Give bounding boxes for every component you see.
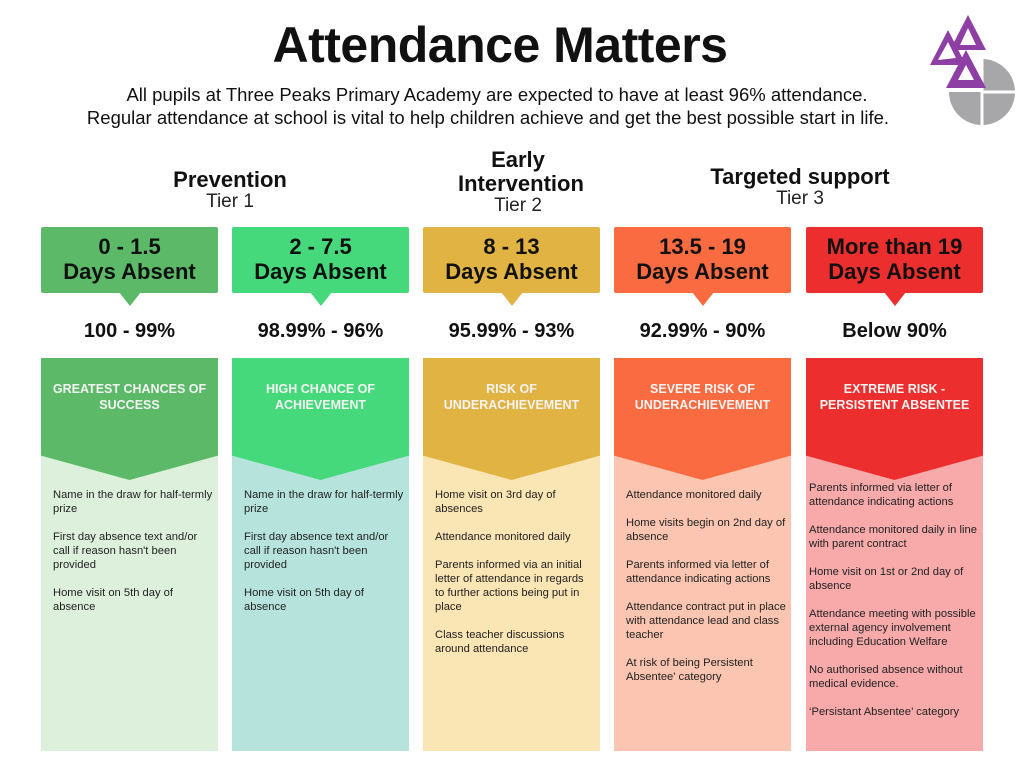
risk-banner: EXTREME RISK - PERSISTENT ABSENTEE bbox=[806, 358, 983, 480]
tier-2-heading: Early Intervention Tier 2 bbox=[438, 147, 598, 217]
days-absent-box: 0 - 1.5 Days Absent bbox=[41, 227, 218, 293]
days-range: More than 19 bbox=[826, 234, 963, 259]
intro-line-2: Regular attendance at school is vital to… bbox=[86, 107, 890, 128]
action-list: Parents informed via letter of attendanc… bbox=[809, 481, 979, 733]
action-item: Name in the draw for half-termly prize bbox=[53, 489, 213, 515]
attendance-percent: 95.99% - 93% bbox=[448, 320, 575, 342]
days-range: 0 - 1.5 bbox=[98, 234, 161, 259]
action-item: First day absence text and/or call if re… bbox=[53, 531, 198, 571]
attendance-percent: Below 90% bbox=[842, 320, 947, 342]
intro-line-1: All pupils at Three Peaks Primary Academ… bbox=[126, 84, 868, 105]
action-item: Parents informed via letter of attendanc… bbox=[809, 482, 954, 508]
risk-label: HIGH CHANCE OF ACHIEVEMENT bbox=[265, 382, 376, 412]
attendance-band-1: 0 - 1.5 Days Absent 100 - 99% GREATEST C… bbox=[41, 227, 218, 751]
days-unit: Days Absent bbox=[828, 259, 961, 284]
tier-name: Prevention bbox=[173, 167, 287, 192]
tier-name: Targeted support bbox=[710, 164, 890, 189]
pointer-arrow-icon bbox=[310, 292, 332, 306]
action-item: No authorised absence without medical ev… bbox=[809, 664, 963, 690]
action-item: Attendance monitored daily bbox=[626, 489, 762, 501]
action-item: Home visit on 3rd day of absences bbox=[435, 489, 556, 515]
risk-label: RISK OF UNDERACHIEVEMENT bbox=[443, 382, 580, 412]
action-list: Home visit on 3rd day of absences Attenda… bbox=[435, 488, 596, 670]
attendance-band-2: 2 - 7.5 Days Absent 98.99% - 96% HIGH CH… bbox=[232, 227, 409, 751]
attendance-band-5: More than 19 Days Absent Below 90% EXTRE… bbox=[806, 227, 983, 751]
pointer-arrow-icon bbox=[884, 292, 906, 306]
tier-3-heading: Targeted support Tier 3 bbox=[690, 164, 910, 210]
actions-panel: EXTREME RISK - PERSISTENT ABSENTEE Paren… bbox=[806, 358, 983, 751]
risk-label: GREATEST CHANCES OF SUCCESS bbox=[52, 382, 207, 412]
days-absent-box: 13.5 - 19 Days Absent bbox=[614, 227, 791, 293]
attendance-percent: 98.99% - 96% bbox=[257, 320, 384, 342]
action-item: Home visit on 1st or 2nd day of absence bbox=[809, 566, 964, 592]
action-item: Parents informed via an initial letter o… bbox=[435, 559, 584, 613]
attendance-band-3: 8 - 13 Days Absent 95.99% - 93% RISK OF … bbox=[423, 227, 600, 751]
action-item: Home visit on 5th day of absence bbox=[53, 587, 174, 613]
action-item: Name in the draw for half-termly prize bbox=[244, 489, 404, 515]
days-unit: Days Absent bbox=[636, 259, 769, 284]
tier-name: Early Intervention bbox=[458, 147, 584, 197]
attendance-percent: 100 - 99% bbox=[83, 320, 176, 342]
school-logo-icon bbox=[930, 15, 1015, 125]
risk-banner: GREATEST CHANCES OF SUCCESS bbox=[41, 358, 218, 480]
days-range: 13.5 - 19 bbox=[659, 234, 746, 259]
pointer-arrow-icon bbox=[501, 292, 523, 306]
actions-panel: HIGH CHANCE OF ACHIEVEMENT Name in the d… bbox=[232, 358, 409, 751]
action-item: Home visits begin on 2nd day of absence bbox=[626, 517, 786, 543]
action-item: At risk of being Persistent Absentee' ca… bbox=[626, 657, 753, 683]
risk-banner: HIGH CHANCE OF ACHIEVEMENT bbox=[232, 358, 409, 480]
days-absent-box: 2 - 7.5 Days Absent bbox=[232, 227, 409, 293]
days-unit: Days Absent bbox=[445, 259, 578, 284]
actions-panel: SEVERE RISK OF UNDERACHIEVEMENT Attendan… bbox=[614, 358, 791, 751]
tier-label: Tier 2 bbox=[494, 195, 542, 217]
action-list: Name in the draw for half-termly prize Fi… bbox=[244, 488, 405, 628]
attendance-percent: 92.99% - 90% bbox=[639, 320, 766, 342]
days-unit: Days Absent bbox=[63, 259, 196, 284]
risk-label: SEVERE RISK OF UNDERACHIEVEMENT bbox=[634, 382, 771, 412]
action-item: Attendance monitored daily bbox=[435, 531, 571, 543]
risk-banner: RISK OF UNDERACHIEVEMENT bbox=[423, 358, 600, 480]
action-item: Attendance meeting with possible externa… bbox=[809, 608, 976, 648]
pointer-arrow-icon bbox=[119, 292, 141, 306]
action-list: Name in the draw for half-termly prize Fi… bbox=[53, 488, 214, 628]
days-unit: Days Absent bbox=[254, 259, 387, 284]
pointer-arrow-icon bbox=[692, 292, 714, 306]
action-item: Attendance contract put in place with at… bbox=[626, 601, 786, 641]
tier-label: Tier 1 bbox=[206, 191, 254, 213]
days-range: 2 - 7.5 bbox=[289, 234, 352, 259]
tier-1-heading: Prevention Tier 1 bbox=[150, 167, 310, 213]
risk-banner: SEVERE RISK OF UNDERACHIEVEMENT bbox=[614, 358, 791, 480]
action-item: Attendance monitored daily in line with … bbox=[809, 524, 977, 550]
tier-label: Tier 3 bbox=[776, 188, 824, 210]
action-item: Class teacher discussions around attenda… bbox=[435, 629, 565, 655]
actions-panel: GREATEST CHANCES OF SUCCESS Name in the … bbox=[41, 358, 218, 751]
action-list: Attendance monitored daily Home visits be… bbox=[626, 488, 787, 698]
actions-panel: RISK OF UNDERACHIEVEMENT Home visit on 3… bbox=[423, 358, 600, 751]
page-title: Attendance Matters bbox=[272, 17, 729, 73]
action-item: ‘Persistant Absentee’ category bbox=[809, 706, 960, 718]
risk-label: EXTREME RISK - PERSISTENT ABSENTEE bbox=[819, 382, 970, 412]
days-range: 8 - 13 bbox=[483, 234, 540, 259]
days-absent-box: 8 - 13 Days Absent bbox=[423, 227, 600, 293]
attendance-band-4: 13.5 - 19 Days Absent 92.99% - 90% SEVER… bbox=[614, 227, 791, 751]
days-absent-box: More than 19 Days Absent bbox=[806, 227, 983, 293]
action-item: First day absence text and/or call if re… bbox=[244, 531, 389, 571]
action-item: Home visit on 5th day of absence bbox=[244, 587, 365, 613]
action-item: Parents informed via letter of attendanc… bbox=[626, 559, 771, 585]
